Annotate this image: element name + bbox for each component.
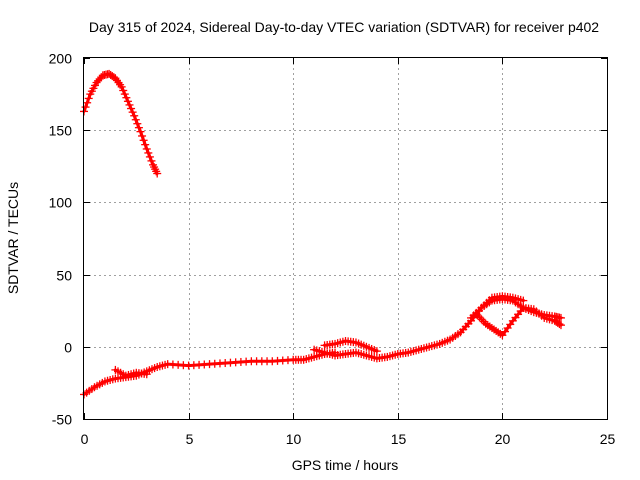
satellite-track-2 <box>80 348 340 399</box>
y-tick-label: 100 <box>49 195 73 211</box>
y-tick-label: 150 <box>49 123 73 139</box>
data-point <box>153 169 162 178</box>
data-series <box>80 69 565 399</box>
axis-ticks: 0 5 10 15 20 25 -50 0 50 100 150 200 <box>49 51 616 448</box>
data-point <box>142 144 151 153</box>
satellite-track-7 <box>473 303 565 340</box>
data-point <box>120 90 129 99</box>
x-tick-label: 15 <box>391 431 407 447</box>
data-point <box>134 123 143 132</box>
y-axis-title: SDTVAR / TECUs <box>5 182 21 294</box>
data-point <box>144 148 153 157</box>
data-point <box>142 370 151 379</box>
x-tick-label: 20 <box>495 431 511 447</box>
x-tick-label: 0 <box>81 431 89 447</box>
data-point <box>556 321 565 330</box>
data-point <box>119 86 128 95</box>
data-point <box>147 156 156 165</box>
data-point <box>83 98 92 107</box>
y-tick-label: 0 <box>64 340 72 356</box>
y-tick-label: 50 <box>56 268 72 284</box>
satellite-track-1 <box>80 69 162 178</box>
satellite-track-4 <box>310 295 565 363</box>
data-point <box>136 127 145 136</box>
x-tick-label: 25 <box>600 431 616 447</box>
x-axis-title: GPS time / hours <box>292 457 399 473</box>
data-point <box>555 320 564 329</box>
data-point <box>145 152 154 161</box>
data-point <box>139 136 148 145</box>
data-point <box>84 94 93 103</box>
data-point <box>127 104 136 113</box>
data-point <box>122 93 131 102</box>
data-point <box>123 97 132 106</box>
data-point <box>138 131 147 140</box>
data-point <box>125 100 134 109</box>
data-point <box>131 115 140 124</box>
data-point <box>130 111 139 120</box>
data-point <box>372 347 381 356</box>
data-point <box>81 103 90 112</box>
grid <box>84 58 607 419</box>
data-point <box>128 108 137 117</box>
plot-frame <box>83 57 608 420</box>
y-tick-label: -50 <box>52 412 72 428</box>
series-line <box>475 306 563 337</box>
data-point <box>556 313 565 322</box>
x-tick-label: 5 <box>186 431 194 447</box>
satellite-track-5 <box>320 337 381 356</box>
data-point <box>141 140 150 149</box>
chart-title: Day 315 of 2024, Sidereal Day-to-day VTE… <box>89 19 599 35</box>
y-tick-label: 200 <box>49 51 73 67</box>
x-tick-label: 10 <box>286 431 302 447</box>
data-point <box>519 296 528 305</box>
satellite-track-3 <box>111 365 151 380</box>
data-point <box>133 119 142 128</box>
data-point <box>117 82 126 91</box>
